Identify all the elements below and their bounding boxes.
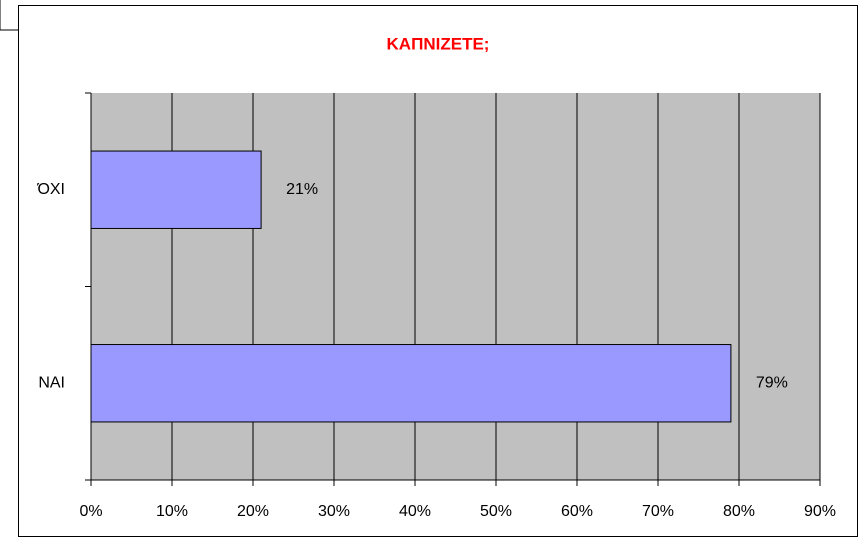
bar <box>90 344 732 423</box>
x-tick-label: 50% <box>480 503 512 520</box>
y-tick-label: ΝΑΙ <box>38 374 65 391</box>
x-tick-label: 80% <box>723 503 755 520</box>
x-tick-label: 90% <box>804 503 836 520</box>
x-tick-label: 0% <box>79 503 102 520</box>
x-tick-label: 70% <box>642 503 674 520</box>
x-tick-label: 40% <box>399 503 431 520</box>
x-tick-label: 20% <box>237 503 269 520</box>
value-label: 79% <box>756 374 788 391</box>
value-label: 21% <box>286 181 318 198</box>
bar <box>90 150 262 229</box>
chart-title: ΚΑΠΝΙΖΕΤΕ; <box>387 34 490 53</box>
x-tick-label: 10% <box>156 503 188 520</box>
x-tick-label: 30% <box>318 503 350 520</box>
y-tick-label: ΌΧΙ <box>36 181 65 198</box>
frame-corner <box>0 0 18 31</box>
x-tick-label: 60% <box>561 503 593 520</box>
